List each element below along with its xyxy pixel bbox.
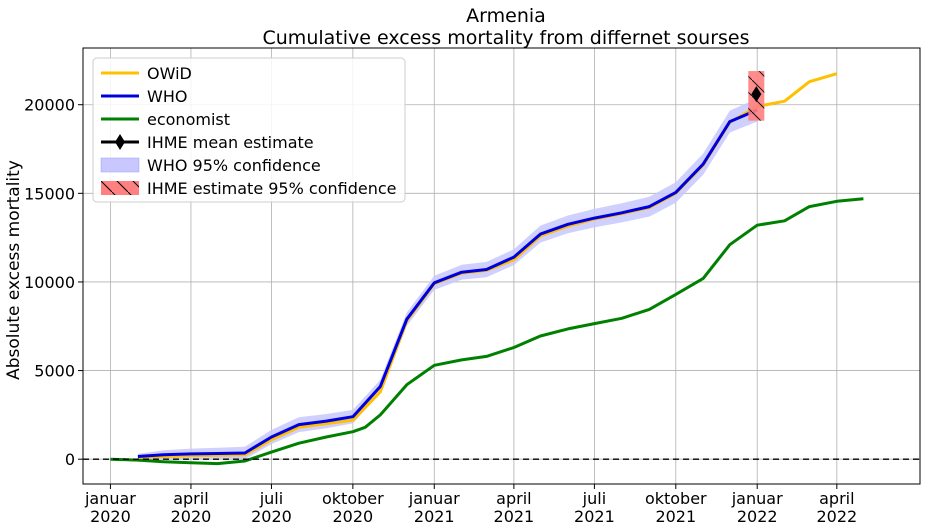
data-layer <box>110 71 864 466</box>
x-tick-label-year: 2022 <box>816 507 857 526</box>
x-tick-label-year: 2020 <box>332 507 373 526</box>
x-tick-label-month: juli <box>259 489 283 508</box>
legend-swatch-marker <box>115 134 125 150</box>
legend: OWiD WHO economist IHME mean estimate WHO 95… <box>92 57 406 203</box>
x-tick-label-year: 2022 <box>737 507 778 526</box>
x-tick-label-year: 2021 <box>574 507 615 526</box>
x-tick-label-month: januar <box>408 489 460 508</box>
x-tick-label-month: oktober <box>645 489 707 508</box>
x-tick-label-month: oktober <box>322 489 384 508</box>
x-tick-label-year: 2021 <box>655 507 696 526</box>
x-tick-label-month: april <box>819 489 854 508</box>
legend-label: IHME mean estimate <box>147 133 314 152</box>
y-tick-label: 10000 <box>24 273 75 292</box>
x-tick-label-year: 2020 <box>90 507 131 526</box>
legend-label: economist <box>147 110 230 129</box>
legend-swatch-hatch <box>101 181 139 195</box>
x-tick-label-month: april <box>173 489 208 508</box>
series-line-who <box>137 108 758 458</box>
y-tick-label: 20000 <box>24 96 75 115</box>
x-tick-label-month: juli <box>582 489 606 508</box>
plot-area: 05000100001500020000januar2020april2020j… <box>24 47 921 526</box>
legend-label: OWiD <box>147 64 192 83</box>
chart-subtitle: Cumulative excess mortality from differn… <box>263 27 750 49</box>
y-tick-label: 15000 <box>24 184 75 203</box>
legend-box <box>92 57 406 203</box>
x-tick-label-month: januar <box>84 489 136 508</box>
axes-frame <box>82 47 921 485</box>
y-tick-label: 5000 <box>34 362 75 381</box>
legend-swatch-patch <box>100 157 140 173</box>
y-tick-label: 0 <box>65 450 75 469</box>
legend-label: WHO 95% confidence <box>147 156 321 175</box>
x-tick-label-year: 2021 <box>494 507 535 526</box>
x-tick-label-year: 2020 <box>171 507 212 526</box>
x-tick-label-month: april <box>496 489 531 508</box>
chart-title: Armenia <box>466 5 546 27</box>
legend-label: IHME estimate 95% confidence <box>147 179 396 198</box>
ihme-mean-marker <box>751 86 762 103</box>
y-axis-label: Absolute excess mortality <box>4 160 24 380</box>
legend-label: WHO <box>147 87 187 106</box>
x-tick-label-month: januar <box>731 489 783 508</box>
series-line-economist <box>110 197 864 466</box>
x-tick-label-year: 2020 <box>251 507 292 526</box>
x-tick-label-year: 2021 <box>414 507 455 526</box>
